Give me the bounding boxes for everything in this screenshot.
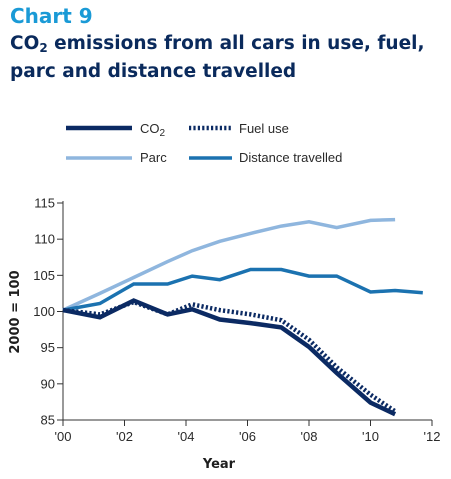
y-axis-title: 2000 = 100 — [8, 270, 23, 353]
chart-title-subscript: 2 — [39, 41, 48, 55]
x-tick-label: '04 — [178, 429, 195, 444]
y-tick-label: 110 — [34, 232, 55, 247]
x-tick-label: '02 — [116, 429, 133, 444]
y-tick-label: 100 — [33, 304, 55, 319]
y-tick-label: 105 — [33, 268, 55, 283]
series-line-parc — [62, 217, 396, 312]
x-tick-label: '00 — [55, 429, 72, 444]
x-tick-label: '10 — [362, 429, 379, 444]
x-axis-title: Year — [202, 457, 236, 472]
series-line-distance-travelled — [62, 267, 423, 312]
legend-label-fuel-use: Fuel use — [239, 121, 289, 136]
x-tick-label: '08 — [301, 429, 318, 444]
x-tick-label: '12 — [424, 429, 441, 444]
chart-title-rest: emissions from all cars in use, fuel, pa… — [10, 33, 425, 82]
axes: 85 90 95 100 105 110 115 '00 '02 '04 '06 '08 '10 '12 — [33, 196, 440, 445]
y-tick-label: 95 — [41, 340, 55, 355]
y-tick-label: 85 — [41, 413, 55, 428]
chart-legend: CO2 Fuel use Parc Distance travelled — [66, 121, 342, 165]
chart-title-main: CO — [10, 33, 40, 54]
y-tick-label: 115 — [34, 196, 55, 211]
y-tick-label: 90 — [41, 376, 55, 391]
x-tick-label: '06 — [239, 429, 256, 444]
legend-label-parc: Parc — [140, 150, 167, 165]
chart-number: Chart 9 — [10, 4, 93, 28]
chart-title: CO2 emissions from all cars in use, fuel… — [10, 32, 440, 84]
series-line-co2 — [62, 298, 397, 417]
series-layer — [62, 217, 423, 417]
legend-label-distance-travelled: Distance travelled — [239, 150, 342, 165]
legend-label-co2: CO2 — [140, 121, 166, 139]
